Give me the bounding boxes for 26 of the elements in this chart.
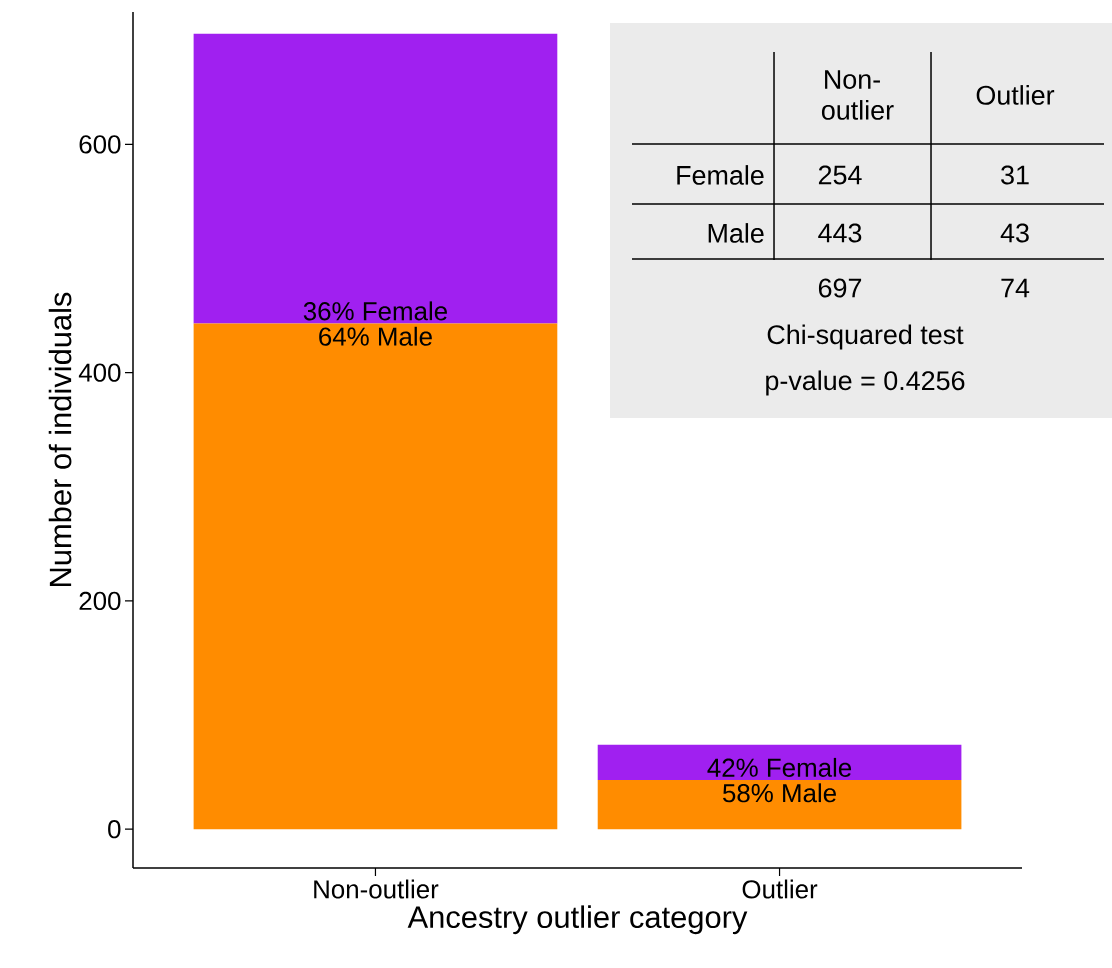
y-tick-label: 200 — [79, 591, 121, 611]
x-axis-title: Ancestry outlier category — [407, 905, 748, 935]
bar — [597, 744, 962, 781]
annotation: Female — [677, 165, 764, 185]
annotation: 58% Male — [722, 783, 836, 803]
annotation: 31 — [1001, 165, 1029, 185]
annotation: p-value = 0.4256 — [766, 370, 965, 396]
annotation: 254 — [818, 165, 862, 185]
annotation: 43 — [1000, 223, 1029, 243]
annotation: 36% Female — [303, 301, 447, 321]
y-tick-label: 400 — [78, 363, 121, 382]
annotation: 42% Female — [707, 757, 852, 777]
annotation: 74 — [1001, 278, 1030, 298]
bar — [597, 780, 962, 830]
annotation: Outlier — [976, 85, 1055, 105]
bar — [193, 33, 558, 324]
annotation: 64% Male — [319, 326, 432, 346]
annotation: Non-outlier — [821, 70, 894, 120]
y-axis-title: Number of individuals — [48, 292, 72, 586]
annotation: 697 — [818, 278, 862, 298]
y-tick-label: 600 — [79, 135, 121, 154]
y-tick-label: 0 — [108, 820, 121, 839]
annotation: Chi-squared test — [767, 324, 964, 350]
bar — [193, 323, 558, 830]
annotation: Male — [708, 223, 764, 243]
annotation: 443 — [818, 223, 862, 243]
